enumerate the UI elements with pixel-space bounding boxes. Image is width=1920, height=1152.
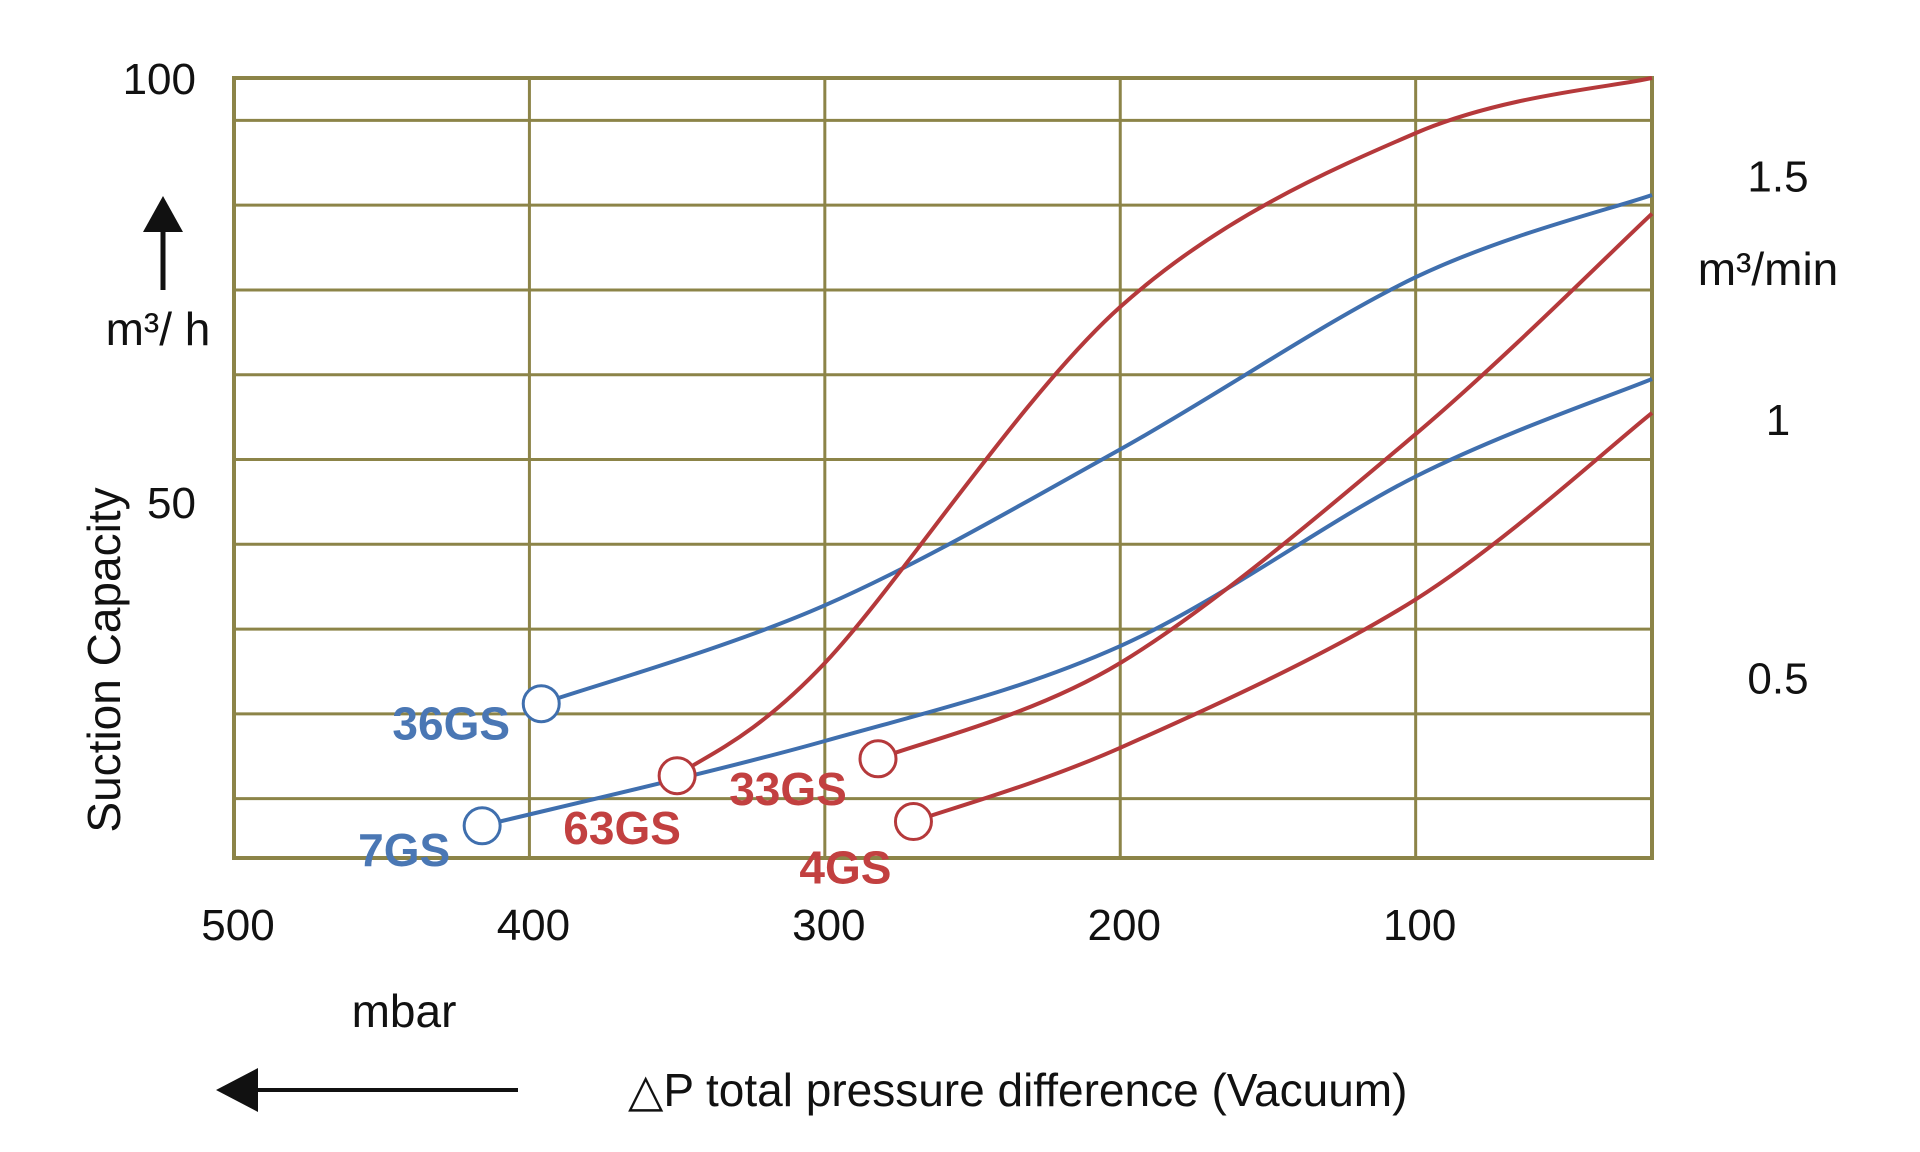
- y-tick-label-left: 50: [147, 479, 196, 528]
- series-line: [877, 212, 1654, 761]
- y-tick-label-right: 1: [1766, 396, 1790, 445]
- series-label: 36GS: [392, 698, 510, 750]
- series-line: [481, 377, 1653, 828]
- y-axis-up-arrow-icon: [143, 196, 183, 290]
- x-axis-left-arrow-icon: [216, 1068, 518, 1112]
- series-33GS: 33GS: [729, 212, 1654, 815]
- x-unit: mbar: [352, 985, 457, 1037]
- series-7GS: 7GS: [358, 377, 1653, 876]
- plot-frame: [232, 76, 1654, 860]
- y-tick-label-left: 100: [123, 55, 196, 104]
- series-63GS: 63GS: [563, 76, 1653, 854]
- series-label: 4GS: [799, 842, 891, 894]
- x-tick-labels: 500 400 300 200 100: [201, 901, 1456, 950]
- series-start-marker: [462, 806, 502, 846]
- vertical-gridlines: [527, 78, 1418, 858]
- y-tick-label-right: 0.5: [1747, 654, 1808, 703]
- y-axis-title: Suction Capacity: [78, 487, 130, 832]
- x-tick-label: 400: [497, 901, 570, 950]
- series-start-marker: [657, 756, 697, 796]
- series-start-marker: [893, 802, 933, 842]
- series-4GS: 4GS: [799, 411, 1654, 894]
- series-start-marker: [521, 684, 561, 724]
- x-tick-label: 500: [201, 901, 274, 950]
- x-tick-label: 100: [1383, 901, 1456, 950]
- x-tick-label: 200: [1088, 901, 1161, 950]
- series-line: [675, 76, 1653, 778]
- y-unit-right: m³/min: [1698, 243, 1839, 295]
- x-tick-label: 300: [792, 901, 865, 950]
- y-tick-labels-left: 50 100: [123, 55, 196, 528]
- series-line: [912, 411, 1654, 824]
- series-label: 33GS: [729, 763, 847, 815]
- y-unit-left: m³/ h: [106, 303, 211, 355]
- y-tick-label-right: 1.5: [1747, 153, 1808, 202]
- series-label: 7GS: [358, 824, 450, 876]
- horizontal-gridlines: [234, 118, 1652, 801]
- series-start-marker: [858, 739, 898, 779]
- series-line: [540, 193, 1653, 706]
- series-layer: 36GS 7GS 63GS 33GS 4GS: [358, 76, 1654, 894]
- x-axis-title: △P total pressure difference (Vacuum): [628, 1064, 1407, 1116]
- series-label: 63GS: [563, 802, 681, 854]
- y-tick-labels-right: 1.5 1 0.5: [1747, 153, 1808, 704]
- series-36GS: 36GS: [392, 193, 1653, 750]
